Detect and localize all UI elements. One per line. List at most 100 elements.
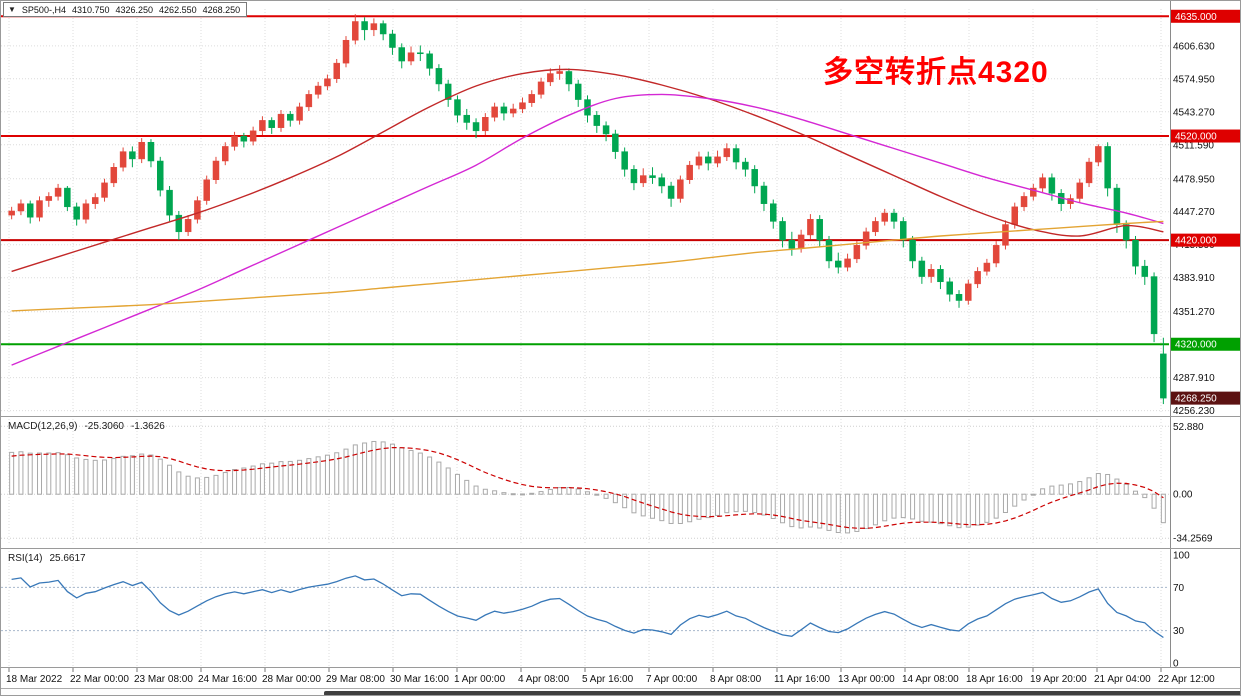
macd-histogram-bar	[575, 488, 581, 495]
candle-body	[909, 239, 916, 262]
candle-body	[565, 71, 573, 85]
candle-body	[547, 73, 554, 83]
macd-histogram-bar	[677, 493, 683, 524]
annotation-text: 多空转折点4320	[823, 56, 1049, 89]
candle-body	[101, 182, 108, 198]
macd-histogram-bar	[594, 493, 600, 496]
macd-histogram-bar	[519, 493, 525, 496]
candle-body	[946, 281, 953, 295]
macd-histogram-bar	[900, 493, 906, 519]
candle-body	[184, 219, 192, 233]
candle-body	[73, 206, 80, 220]
macd-histogram-bar	[315, 456, 321, 495]
macd-histogram-bar	[287, 460, 293, 495]
candle-body	[324, 78, 331, 87]
candle-body	[937, 269, 944, 283]
candle-body	[593, 114, 601, 126]
price-axis-label: 4447.270	[1173, 207, 1215, 218]
candle-body	[129, 151, 136, 160]
candle-body	[835, 260, 842, 268]
rsi-layer	[11, 575, 1164, 639]
macd-histogram-bar	[789, 493, 795, 528]
time-axis-label: 1 Apr 00:00	[454, 674, 506, 685]
macd-histogram-bar	[1077, 481, 1083, 495]
macd-histogram-bar	[324, 454, 330, 495]
macd-histogram-bar	[389, 443, 395, 495]
macd-histogram-bar	[1132, 490, 1138, 495]
macd-histogram-bar	[640, 493, 646, 517]
candle-body	[119, 151, 127, 168]
time-axis-label: 24 Mar 16:00	[198, 674, 257, 685]
macd-histogram-bar	[185, 475, 191, 495]
horizontal-scrollbar[interactable]	[1, 688, 1240, 695]
macd-histogram-bar	[1058, 484, 1064, 495]
candle-body	[797, 234, 805, 249]
candle-body	[955, 294, 963, 301]
candle-body	[639, 175, 647, 184]
rsi-axis-label: 100	[1173, 551, 1190, 562]
macd-histogram-bar	[937, 493, 943, 525]
candle-body	[686, 164, 693, 180]
macd-histogram-bar	[334, 452, 340, 495]
macd-histogram-bar	[529, 492, 535, 495]
time-axis-label: 28 Mar 00:00	[262, 674, 321, 685]
macd-histogram-bar	[380, 441, 386, 495]
candle-body	[574, 83, 582, 100]
macd-histogram-bar	[241, 467, 247, 495]
time-axis-label: 4 Apr 08:00	[518, 674, 570, 685]
price-axis-label: 4351.270	[1173, 307, 1215, 318]
macd-histogram-bar	[622, 493, 628, 509]
candle-body	[45, 196, 53, 201]
macd-layer	[9, 440, 1166, 534]
macd-histogram-bar	[965, 493, 971, 528]
candle-body	[417, 52, 424, 55]
macd-histogram-bar	[863, 493, 869, 530]
candle-body	[482, 117, 489, 132]
macd-main-value: -25.3060	[84, 421, 124, 432]
candle-body	[900, 221, 907, 241]
price-badge-label: 4635.000	[1175, 12, 1217, 23]
macd-histogram-bar	[473, 485, 479, 495]
candle-body	[491, 106, 498, 118]
rsi-indicator-label: RSI(14) 25.6617	[8, 553, 86, 564]
macd-histogram-bar	[947, 493, 953, 527]
candle-body	[249, 130, 257, 142]
macd-histogram-bar	[139, 453, 145, 495]
price-axis[interactable]: 4606.630 4574.950 4543.270 4511.590 4478.950…	[1170, 1, 1241, 670]
macd-histogram-bar	[297, 459, 303, 495]
candle-body	[918, 260, 926, 277]
macd-histogram-bar	[780, 493, 786, 524]
macd-histogram-bar	[259, 463, 265, 495]
macd-histogram-bar	[1151, 493, 1157, 509]
macd-histogram-bar	[919, 493, 925, 522]
candle-body	[992, 245, 1000, 264]
macd-histogram-bar	[993, 493, 999, 519]
candle-body	[463, 114, 471, 123]
price-badge-label: 4268.250	[1175, 394, 1217, 405]
macd-histogram-bar	[102, 459, 108, 495]
scrollbar-thumb[interactable]	[323, 691, 1240, 695]
price-axis-background[interactable]	[1170, 1, 1241, 668]
price-axis-label: 4287.910	[1173, 373, 1215, 384]
candle-body	[1085, 161, 1093, 184]
candle-body	[305, 94, 313, 108]
time-axis[interactable]: 18 Mar 2022 22 Mar 00:00 23 Mar 08:00 24 Ma…	[6, 668, 1215, 685]
time-axis-label: 7 Apr 00:00	[646, 674, 698, 685]
time-axis-label: 13 Apr 00:00	[838, 674, 895, 685]
price-axis-label: 4606.630	[1173, 41, 1215, 52]
macd-histogram-bar	[371, 440, 377, 495]
one-click-trading-expand-icon[interactable]: ▼	[8, 4, 16, 14]
candle-body	[398, 47, 405, 62]
macd-histogram-bar	[891, 493, 897, 519]
macd-histogram-bar	[92, 459, 98, 495]
candle-body	[816, 219, 823, 241]
candle-body	[389, 33, 396, 48]
time-axis-label: 22 Mar 00:00	[70, 674, 129, 685]
rsi-axis-label: 70	[1173, 583, 1185, 594]
macd-histogram-bar	[668, 493, 674, 524]
macd-histogram-bar	[603, 493, 609, 499]
candle-body	[82, 203, 90, 220]
candle-body	[259, 120, 266, 132]
candle-body	[361, 21, 368, 31]
